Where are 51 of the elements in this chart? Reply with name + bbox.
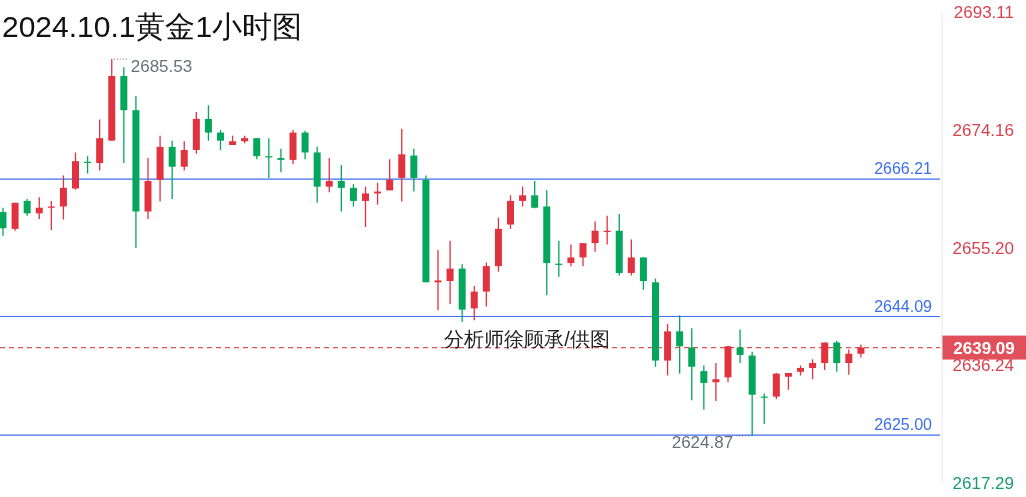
candlestick [0, 207, 7, 237]
y-tick-label: 2636.24 [952, 356, 1014, 376]
candlestick [386, 158, 394, 191]
candlestick [168, 140, 176, 200]
candlestick [446, 240, 454, 305]
candlestick [700, 364, 708, 411]
candlestick [821, 341, 829, 371]
y-tick-label: 2693.11 [953, 3, 1014, 22]
y-tick-label: 2617.29 [952, 474, 1014, 493]
candlestick [567, 243, 575, 267]
candlestick [809, 358, 817, 380]
candlestick [434, 249, 442, 311]
candlestick [688, 327, 696, 401]
y-tick-label: 2674.16 [952, 120, 1014, 140]
candlestick [712, 362, 720, 402]
y-tick-label: 2655.20 [952, 238, 1014, 258]
candlestick [337, 164, 345, 213]
ref-line-label: 2644.09 [874, 297, 933, 315]
candlestick [35, 196, 43, 220]
candlestick [349, 183, 357, 208]
ref-line-label: 2666.21 [874, 160, 933, 178]
chart-title: 2024.10.1黄金1小时图 [2, 10, 303, 43]
annotation: 2624.87 [671, 432, 734, 452]
candlestick [845, 348, 853, 376]
candlestick [579, 242, 587, 267]
ref-line-label: 2625.00 [874, 416, 933, 434]
candlestick [204, 104, 212, 142]
candlestick [591, 220, 599, 253]
candlestick [180, 140, 188, 172]
candlestick [833, 340, 841, 373]
candlestick [736, 328, 744, 364]
candlestick [410, 148, 418, 193]
candlestick [253, 137, 261, 160]
candlestick [639, 256, 647, 291]
ref-line-label: 2639.09 [953, 338, 1015, 358]
annotation: 2685.53 [130, 57, 193, 77]
candlestick [507, 194, 514, 230]
annotation: 分析师徐顾承/供图 [444, 328, 610, 350]
candlestick [627, 238, 635, 277]
candlestick [325, 157, 333, 193]
candlestick [676, 314, 684, 375]
candlestick [398, 128, 406, 203]
candlestick [277, 148, 285, 173]
candlestick [301, 130, 309, 160]
candlestick [470, 285, 478, 321]
candlestick [217, 129, 224, 151]
candlestick [531, 180, 539, 210]
candlestick [519, 185, 527, 208]
candlestick [362, 185, 369, 228]
candlestick [59, 174, 67, 221]
candlestick [772, 372, 780, 400]
